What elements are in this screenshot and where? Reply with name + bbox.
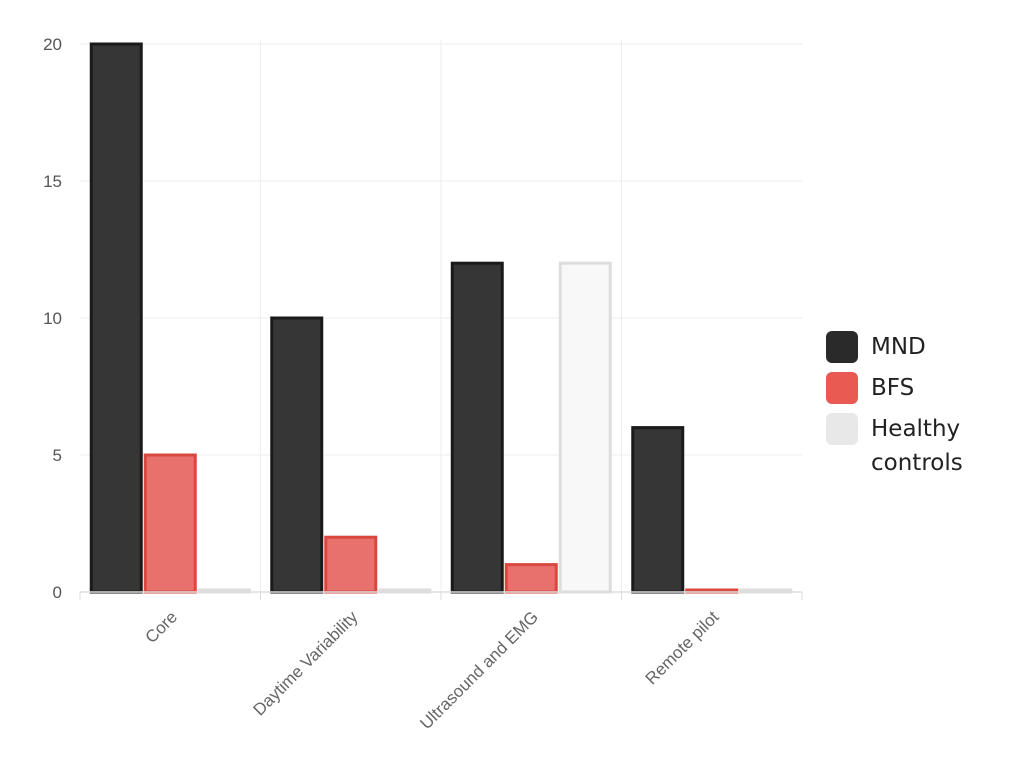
bar-mnd-1[interactable] [270, 316, 324, 594]
legend-swatch-mnd [826, 331, 858, 363]
legend-item-healthy-controls[interactable]: Healthy controls [826, 412, 1026, 480]
bar-mnd-2[interactable] [450, 261, 504, 594]
y-tick-label: 20 [43, 35, 62, 54]
x-tick-label: Daytime Variability [249, 607, 361, 719]
legend-label-bfs: BFS [871, 375, 915, 401]
axes [79, 591, 803, 600]
legend-item-bfs[interactable]: BFS [826, 371, 1026, 405]
bar-bfs-1[interactable] [324, 535, 378, 594]
x-tick-label: Remote pilot [642, 607, 723, 688]
legend-label-mnd: MND [871, 334, 926, 360]
bar-bfs-2[interactable] [504, 563, 558, 594]
bar-bfs-0[interactable] [143, 453, 197, 594]
y-tick-label: 15 [43, 172, 62, 191]
y-axis-ticks: 0 5 10 15 20 [43, 35, 62, 602]
y-tick-label: 5 [53, 446, 62, 465]
x-tick-label: Core [142, 607, 181, 646]
y-tick-label: 0 [53, 583, 62, 602]
legend-label-healthy-controls: Healthy controls [871, 416, 963, 476]
legend-item-mnd[interactable]: MND [826, 330, 1026, 364]
bar-healthy-controls-2[interactable] [558, 261, 612, 594]
legend-swatch-healthy-controls [826, 413, 858, 445]
x-axis-ticks: Core Daytime Variability Ultrasound and EM… [142, 607, 723, 733]
y-tick-label: 10 [43, 309, 62, 328]
x-tick-label: Ultrasound and EMG [416, 607, 542, 733]
legend-swatch-bfs [826, 372, 858, 404]
bar-mnd-0[interactable] [89, 42, 143, 594]
legend: MND BFS Healthy controls [826, 330, 1026, 487]
bar-mnd-3[interactable] [631, 426, 685, 594]
